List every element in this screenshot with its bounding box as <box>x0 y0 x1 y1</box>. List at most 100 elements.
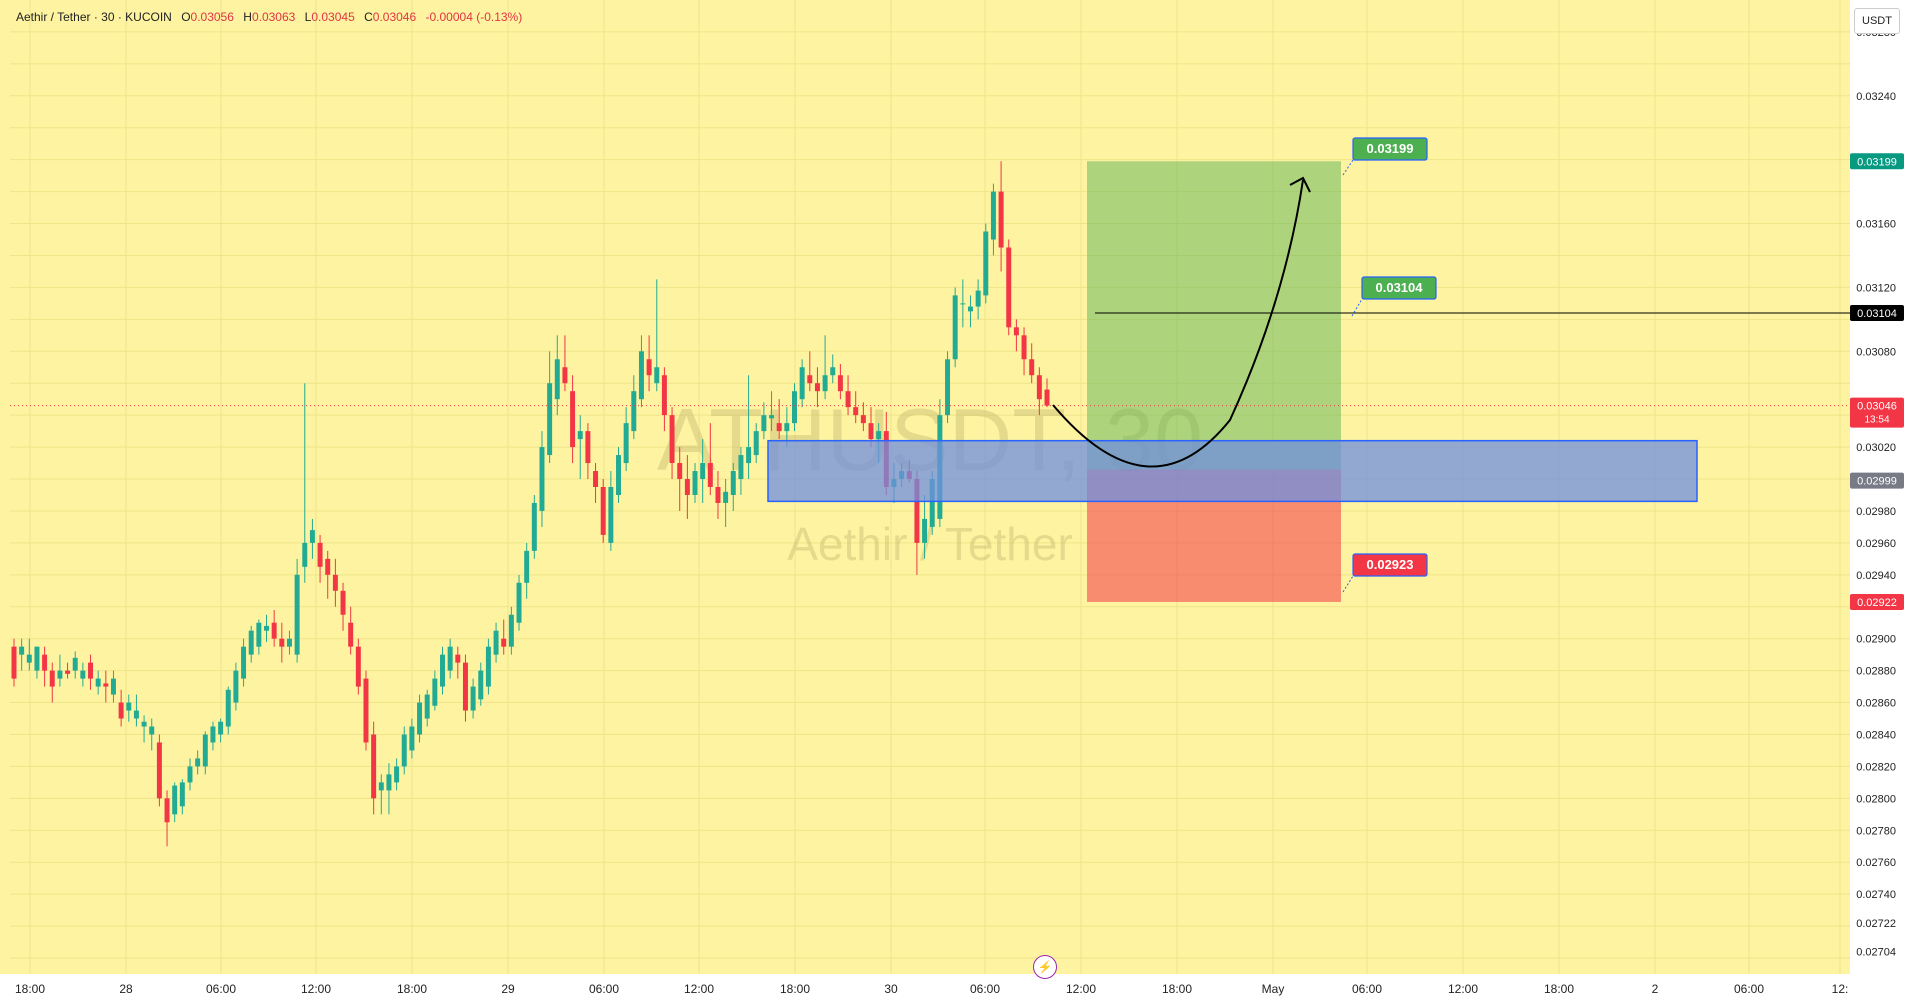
candle-body <box>730 471 736 495</box>
candle-body <box>264 625 269 631</box>
candle-body <box>822 375 828 392</box>
candle-body <box>945 359 951 416</box>
candle-body <box>807 375 813 384</box>
candle-body <box>792 391 797 424</box>
candle-body <box>286 638 292 647</box>
price-tick-label: 0.03020 <box>1856 442 1896 454</box>
candle-body <box>975 290 981 307</box>
candle-body <box>371 734 377 799</box>
high-label: H <box>243 10 252 24</box>
current-price-tag <box>1850 397 1904 428</box>
candle-body <box>485 646 491 687</box>
candle-body <box>57 670 63 679</box>
price-axis-background <box>1850 0 1912 1005</box>
candle-body <box>769 415 775 419</box>
candle-body <box>156 742 162 799</box>
price-tick-label: 0.02980 <box>1856 506 1896 518</box>
candle-body <box>325 558 331 575</box>
candle-body <box>340 590 346 615</box>
time-tick-label: 30 <box>884 982 898 996</box>
candle-body <box>508 614 514 647</box>
candle-body <box>837 375 843 392</box>
candle-body <box>539 447 545 511</box>
stop-callout-leader <box>1342 575 1354 593</box>
candle-body <box>386 774 392 791</box>
time-tick-label: 12:00 <box>1448 982 1478 996</box>
candle-body <box>669 415 675 464</box>
high-value: 0.03063 <box>251 10 296 24</box>
close-label: C <box>364 10 373 24</box>
price-tick-label: 0.03160 <box>1856 219 1896 231</box>
currency-button[interactable]: USDT <box>1854 8 1900 34</box>
candle-body <box>608 487 614 543</box>
candle-body <box>271 622 277 639</box>
target-zone <box>1087 161 1341 470</box>
candle-body <box>616 455 621 495</box>
candle-body <box>531 502 537 551</box>
candle-body <box>922 518 928 543</box>
projection-curve <box>1052 179 1304 468</box>
candle-body <box>983 231 989 296</box>
candle-body <box>547 383 553 456</box>
candle-body <box>753 431 759 456</box>
zone-price-tag-text: 0.02999 <box>1857 476 1897 488</box>
target-callout-box <box>1352 137 1428 161</box>
midline-callout-leader <box>1351 298 1363 317</box>
candle-body <box>585 431 591 464</box>
time-tick-label: 06:00 <box>1352 982 1382 996</box>
candle-body <box>700 463 706 480</box>
candle-body <box>256 622 262 647</box>
candle-body <box>195 758 201 767</box>
candle-body <box>554 359 560 400</box>
candle-body <box>462 662 468 711</box>
candle-body <box>133 710 139 719</box>
candle-body <box>707 463 713 487</box>
zone-price-tag <box>1850 472 1904 489</box>
candle-body <box>960 303 966 305</box>
candle-body <box>593 471 599 487</box>
candle-body <box>967 306 973 312</box>
time-tick-label: 06:00 <box>970 982 1000 996</box>
price-tick-label: 0.02704 <box>1856 947 1896 959</box>
target-price-tag <box>1850 153 1904 170</box>
candle-body <box>623 423 629 464</box>
candle-body <box>294 574 300 655</box>
candle-body <box>631 391 637 432</box>
price-tick-label: 0.03120 <box>1856 282 1896 294</box>
candle-body <box>646 359 652 376</box>
candle-body <box>88 662 94 679</box>
candle-body <box>11 646 17 679</box>
candle-body <box>929 479 935 527</box>
candle-body <box>103 683 109 687</box>
open-value: 0.03056 <box>190 10 234 24</box>
midline-callout-text: 0.03104 <box>1376 280 1424 295</box>
candle-body <box>952 295 958 360</box>
candle-body <box>577 431 583 440</box>
candle-body <box>868 423 874 440</box>
open-label: O <box>181 10 191 24</box>
candle-body <box>279 638 285 647</box>
price-tick-label: 0.02940 <box>1856 570 1896 582</box>
time-tick-label: 18:00 <box>780 982 810 996</box>
symbol-title[interactable]: Aethir / Tether · 30 · KUCOIN <box>16 10 172 24</box>
candle-body <box>684 479 690 495</box>
time-tick-label: 28 <box>119 982 133 996</box>
candle-body <box>363 678 369 743</box>
candle-body <box>860 415 866 424</box>
candle-body <box>26 654 32 663</box>
flash-icon[interactable]: ⚡ <box>1033 955 1057 979</box>
candle-body <box>746 447 752 464</box>
stop-price-tag <box>1850 593 1904 610</box>
low-label: L <box>304 10 312 24</box>
candle-body <box>233 670 239 703</box>
candle-body <box>853 407 859 416</box>
stop-callout-text: 0.02923 <box>1367 557 1414 572</box>
candle-body <box>80 670 86 679</box>
time-tick-label: 18:00 <box>1544 982 1574 996</box>
candle-body <box>677 463 683 480</box>
price-tick-label: 0.02760 <box>1856 857 1896 869</box>
target-callout-text: 0.03199 <box>1367 141 1414 156</box>
time-tick-label: 12: <box>1832 982 1849 996</box>
